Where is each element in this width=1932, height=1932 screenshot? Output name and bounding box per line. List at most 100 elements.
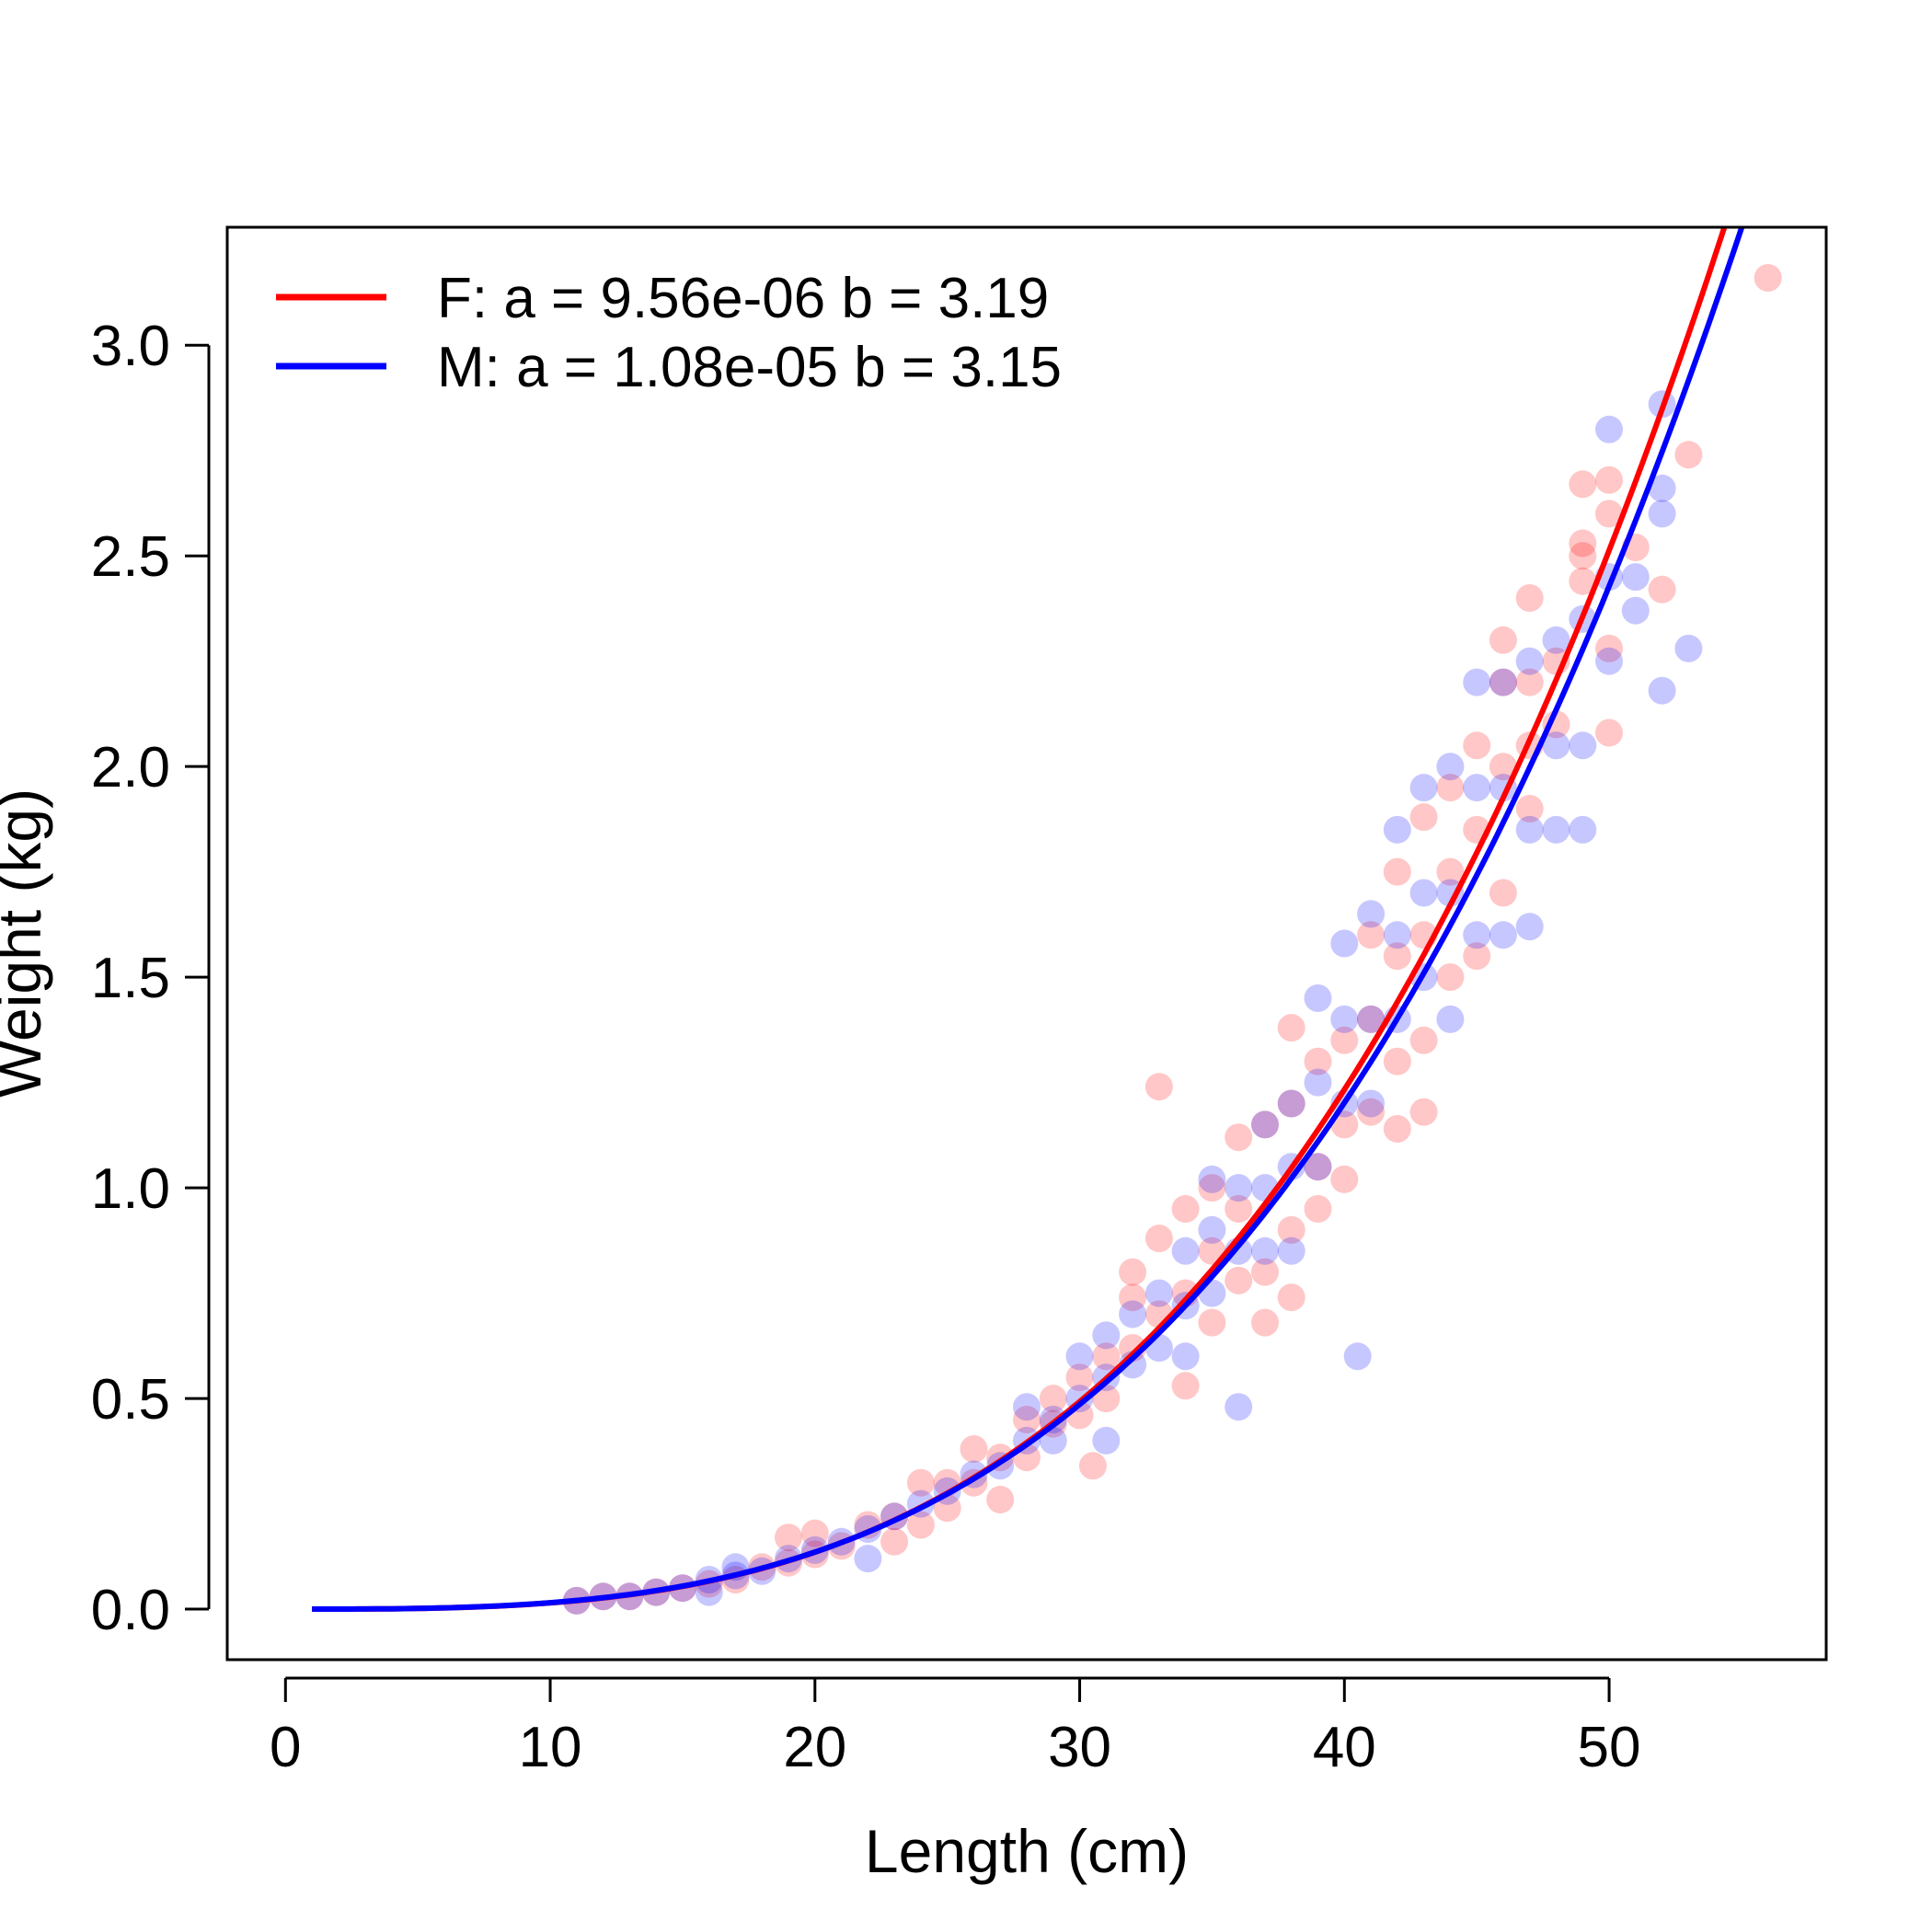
point-f-64 (1383, 857, 1411, 886)
point-f-56 (1304, 1153, 1332, 1181)
y-tick-label: 2.5 (91, 525, 170, 589)
point-f-50 (1251, 1308, 1279, 1337)
point-f-45 (1225, 1123, 1253, 1152)
point-f-72 (1436, 774, 1465, 802)
point-m-45 (1277, 1089, 1305, 1118)
point-f-42 (1198, 1174, 1226, 1202)
point-m-61 (1409, 774, 1438, 802)
y-axis: 0.0 0.5 1.0 1.5 2.0 2.5 3.0 (91, 315, 211, 1642)
y-tick-label: 1.0 (91, 1157, 170, 1221)
point-m-66 (1436, 1005, 1465, 1033)
point-f-36 (1144, 1225, 1173, 1253)
point-f-58 (1330, 1026, 1359, 1054)
point-m-55 (1357, 900, 1386, 928)
x-tick-label: 50 (1578, 1716, 1641, 1779)
point-m-48 (1304, 984, 1332, 1012)
point-f-66 (1383, 1047, 1411, 1075)
point-m-86 (1621, 596, 1650, 625)
point-f-11 (800, 1519, 829, 1547)
point-f-48 (1251, 1110, 1279, 1139)
point-f-44 (1198, 1308, 1226, 1337)
point-m-42 (1251, 1110, 1279, 1139)
point-m-50 (1304, 1153, 1332, 1181)
point-f-80 (1489, 753, 1517, 781)
point-m-52 (1330, 1005, 1359, 1033)
point-f-27 (1039, 1385, 1067, 1413)
point-f-81 (1489, 879, 1517, 907)
point-m-24 (1065, 1342, 1094, 1371)
legend: F: a = 9.56e-06 b = 3.19 M: a = 1.08e-05… (276, 267, 1062, 399)
point-f-57 (1304, 1195, 1332, 1223)
x-axis-title: Length (cm) (865, 1817, 1189, 1885)
x-tick-label: 20 (783, 1716, 846, 1779)
point-f-51 (1277, 1014, 1305, 1042)
legend-label-f: F: a = 9.56e-06 b = 3.19 (437, 267, 1049, 330)
point-m-85 (1621, 563, 1650, 592)
point-m-78 (1542, 815, 1570, 844)
point-m-72 (1489, 921, 1517, 949)
point-f-47 (1225, 1266, 1253, 1294)
point-m-77 (1542, 731, 1570, 760)
point-f-94 (1595, 634, 1623, 662)
point-f-30 (1078, 1452, 1107, 1480)
point-f-28 (1065, 1363, 1094, 1392)
point-f-70 (1409, 1026, 1438, 1054)
point-m-68 (1463, 774, 1491, 802)
point-f-65 (1383, 942, 1411, 971)
point-f-75 (1463, 731, 1491, 760)
point-f-52 (1277, 1089, 1305, 1118)
point-f-77 (1463, 942, 1491, 971)
x-tick-label: 40 (1313, 1716, 1376, 1779)
point-f-78 (1489, 668, 1517, 696)
x-tick-label: 0 (270, 1716, 301, 1779)
point-f-90 (1569, 542, 1597, 570)
point-f-83 (1515, 668, 1544, 696)
scatter-points (562, 264, 1782, 1615)
point-f-91 (1569, 567, 1597, 595)
plot-frame (225, 225, 1828, 1662)
y-tick-label: 1.5 (91, 947, 170, 1010)
point-f-74 (1436, 963, 1465, 992)
point-f-82 (1515, 584, 1544, 612)
point-f-63 (1357, 1098, 1386, 1126)
x-tick-label: 10 (519, 1716, 582, 1779)
point-f-46 (1225, 1195, 1253, 1223)
point-f-73 (1436, 857, 1465, 886)
point-f-49 (1251, 1258, 1279, 1286)
y-tick-label: 2.0 (91, 736, 170, 799)
point-m-47 (1277, 1236, 1305, 1265)
point-m-89 (1648, 474, 1676, 502)
y-tick-label: 0.0 (91, 1579, 170, 1642)
point-m-69 (1463, 921, 1491, 949)
legend-label-m: M: a = 1.08e-05 b = 3.15 (437, 336, 1062, 399)
point-m-44 (1251, 1236, 1279, 1265)
point-m-29 (1119, 1300, 1147, 1328)
point-f-16 (906, 1468, 935, 1497)
point-f-54 (1277, 1283, 1305, 1312)
point-m-41 (1225, 1393, 1253, 1421)
point-f-53 (1277, 1215, 1305, 1244)
point-f-62 (1357, 1005, 1386, 1033)
point-m-90 (1648, 676, 1676, 705)
fitted-curves (312, 227, 1745, 1612)
point-m-88 (1648, 500, 1676, 528)
y-tick-label: 3.0 (91, 315, 170, 378)
point-m-75 (1515, 913, 1544, 941)
point-f-9 (775, 1524, 802, 1552)
point-f-41 (1171, 1372, 1200, 1400)
point-f-67 (1383, 1115, 1411, 1143)
point-f-24 (1013, 1406, 1041, 1433)
point-f-92 (1595, 466, 1623, 494)
point-m-39 (1225, 1174, 1253, 1202)
point-m-33 (1171, 1236, 1200, 1265)
point-m-76 (1542, 626, 1570, 654)
point-f-39 (1171, 1195, 1200, 1223)
point-f-33 (1119, 1258, 1147, 1286)
point-f-98 (1674, 441, 1703, 469)
point-f-23 (986, 1486, 1015, 1513)
point-m-21 (1013, 1393, 1041, 1421)
point-m-81 (1569, 815, 1597, 844)
point-f-85 (1515, 795, 1544, 822)
point-m-58 (1383, 815, 1411, 844)
